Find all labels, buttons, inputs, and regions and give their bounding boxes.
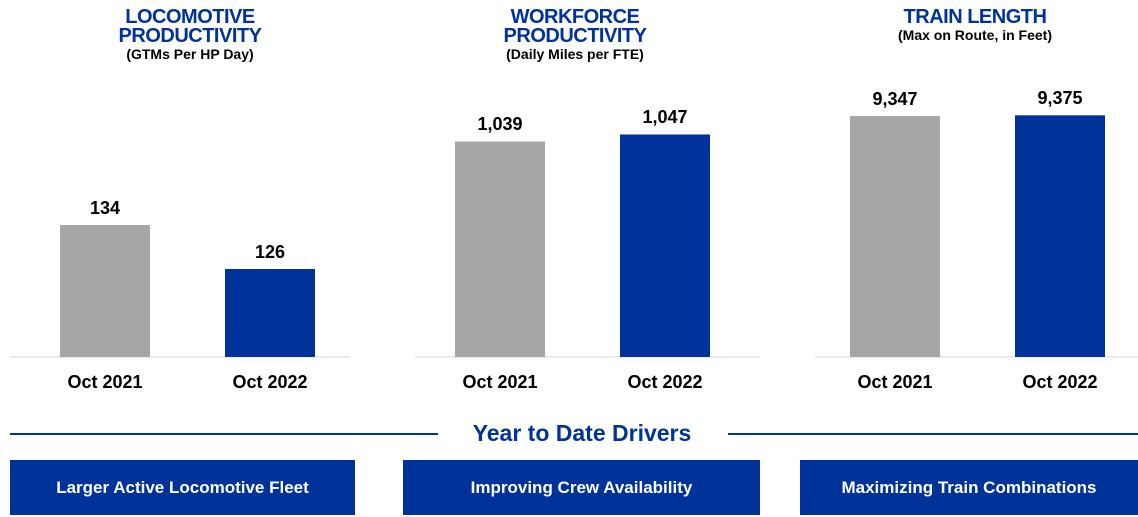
bar <box>455 141 545 357</box>
section-header: Year to Date Drivers <box>0 418 1138 448</box>
divider <box>10 433 438 435</box>
value-label: 134 <box>90 198 120 218</box>
divider <box>728 433 1138 435</box>
chart-subtitle: (Daily Miles per FTE) <box>506 46 644 62</box>
chart-title-block: WORKFORCE PRODUCTIVITY (Daily Miles per F… <box>475 6 675 62</box>
value-label: 1,047 <box>642 107 687 127</box>
value-label: 126 <box>255 242 285 262</box>
chart-title: LOCOMOTIVE PRODUCTIVITY <box>118 6 262 47</box>
chart-title: TRAIN LENGTH <box>903 6 1047 28</box>
chart-title-block: LOCOMOTIVE PRODUCTIVITY (GTMs Per HP Day) <box>90 6 290 62</box>
x-tick-label: Oct 2021 <box>67 372 142 392</box>
chart-subtitle: (GTMs Per HP Day) <box>126 46 254 62</box>
x-tick-label: Oct 2022 <box>232 372 307 392</box>
bar <box>225 269 315 357</box>
x-tick-label: Oct 2022 <box>1022 372 1097 392</box>
x-tick-label: Oct 2022 <box>627 372 702 392</box>
chart-subtitle: (Max on Route, in Feet) <box>898 27 1052 43</box>
section-title: Year to Date Drivers <box>472 420 692 446</box>
chart-title: WORKFORCE PRODUCTIVITY <box>503 6 647 47</box>
value-label: 9,375 <box>1037 88 1082 108</box>
driver-box: Maximizing Train Combinations <box>800 460 1138 515</box>
x-tick-label: Oct 2021 <box>462 372 537 392</box>
bar <box>1015 115 1105 357</box>
value-label: 9,347 <box>872 89 917 109</box>
driver-box: Larger Active Locomotive Fleet <box>10 460 355 515</box>
chart-title-block: TRAIN LENGTH (Max on Route, in Feet) <box>875 6 1075 43</box>
x-tick-label: Oct 2021 <box>857 372 932 392</box>
driver-box: Improving Crew Availability <box>403 460 760 515</box>
bar <box>850 116 940 357</box>
bar <box>60 225 150 357</box>
value-label: 1,039 <box>477 114 522 134</box>
bar <box>620 134 710 357</box>
charts: 134 Oct 2021 126 Oct 2022 1,039 Oct 2021 1,047… <box>10 88 1138 392</box>
